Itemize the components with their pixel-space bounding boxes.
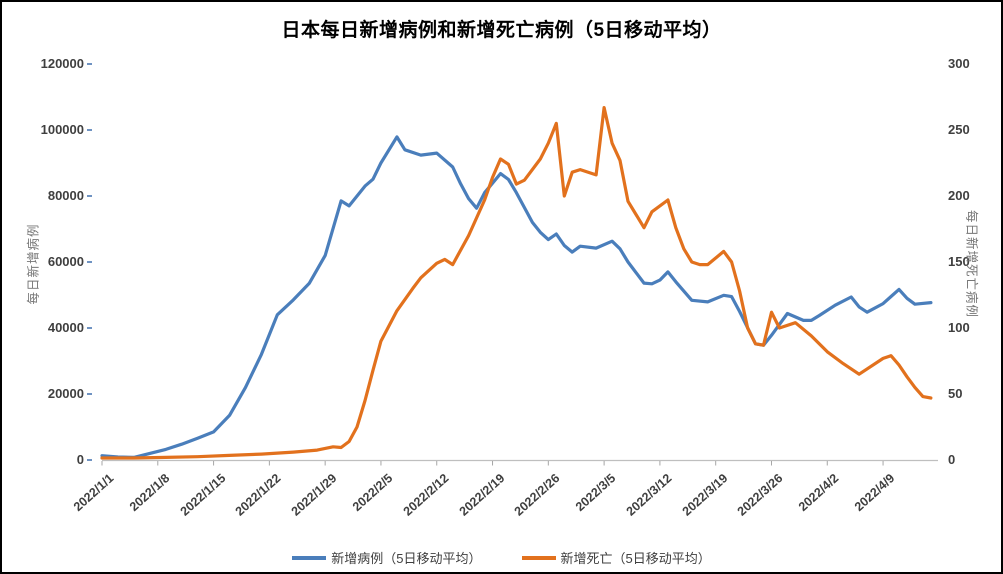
chart-title: 日本每日新增病例和新增死亡病例（5日移动平均） [281,20,722,41]
deaths-line-swatch [521,555,556,560]
right-axis-title: 每日新增死亡病例 [964,209,979,319]
deaths-line [100,105,933,460]
right-axis-tick-label: 100 [948,320,970,335]
legend-item-deaths: 新增死亡（5日移动平均） [521,548,711,567]
legend-label-cases: 新增病例（5日移动平均） [331,551,482,566]
right-axis-tick-label: 200 [948,188,970,203]
right-axis-tick-label: 300 [948,56,970,71]
right-axis-tick-label: 50 [948,386,963,401]
right-axis-tick-label: 0 [948,452,956,467]
left-axis-tick-label: 0 [76,452,84,467]
right-axis-tick-label: 150 [948,254,970,269]
left-axis-tick-label: 60000 [47,254,84,269]
right-axis-tick-label: 250 [948,122,970,137]
left-axis-tick-label: 40000 [47,320,84,335]
left-axis-title: 每日新增病例 [26,223,41,305]
legend: 新增病例（5日移动平均） 新增死亡（5日移动平均） [2,548,1001,567]
legend-label-deaths: 新增死亡（5日移动平均） [560,551,711,566]
left-axis-tick-label: 120000 [40,56,84,71]
cases-line [100,135,933,459]
left-axis-tick-label: 100000 [40,122,84,137]
legend-item-cases: 新增病例（5日移动平均） [292,548,482,567]
left-axis-tick-label: 20000 [47,386,84,401]
cases-line-swatch [292,555,327,560]
left-axis-tick-label: 80000 [47,188,84,203]
